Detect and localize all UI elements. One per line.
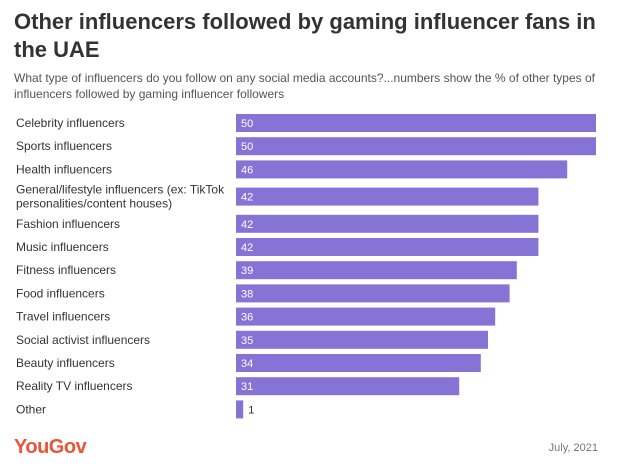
bar [236,160,568,179]
bar-value-label: 42 [241,192,253,204]
chart-title: Other influencers followed by gaming inf… [14,9,596,62]
bar-value-label: 39 [241,265,253,277]
bar-value-label: 35 [241,335,253,347]
bar-value-label: 38 [241,288,253,300]
bar [236,284,510,303]
bar-value-label: 46 [241,164,253,176]
bar [236,238,539,256]
category-label: Sports influencers [16,139,112,153]
bar-value-label: 31 [241,381,253,393]
bar-value-label: 50 [241,141,253,153]
bar-value-label: 50 [241,118,253,130]
category-label: Travel influencers [16,310,110,324]
bar [236,354,481,372]
category-label: Other [16,402,46,416]
bar [236,137,596,156]
bar-value-label: 42 [241,242,253,254]
category-label: Music influencers [16,240,109,254]
bar [236,307,496,326]
bar [236,377,460,396]
category-label: General/lifestyle influencers (ex: TikTo… [16,183,225,211]
bar-value-label: 1 [248,404,254,416]
bar-value-label: 36 [241,312,253,324]
yougov-logo: YouGov [14,436,87,458]
bar [236,261,517,280]
category-label: Beauty influencers [16,356,115,370]
chart-date: July, 2021 [548,442,598,454]
bar [236,400,244,419]
category-label: Fashion influencers [16,217,120,231]
bar-value-label: 42 [241,219,253,231]
category-label: Celebrity influencers [16,116,125,130]
category-label: Fitness influencers [16,263,116,277]
chart-subtitle: What type of influencers do you follow o… [14,71,595,101]
category-label: Reality TV influencers [16,379,133,393]
bar [236,114,596,132]
category-label: Health influencers [16,162,112,176]
bar [236,214,539,233]
bar-value-label: 34 [241,358,253,370]
category-label: Food influencers [16,286,105,300]
category-label: Social activist influencers [16,333,150,347]
bar [236,187,539,206]
bar [236,330,488,349]
